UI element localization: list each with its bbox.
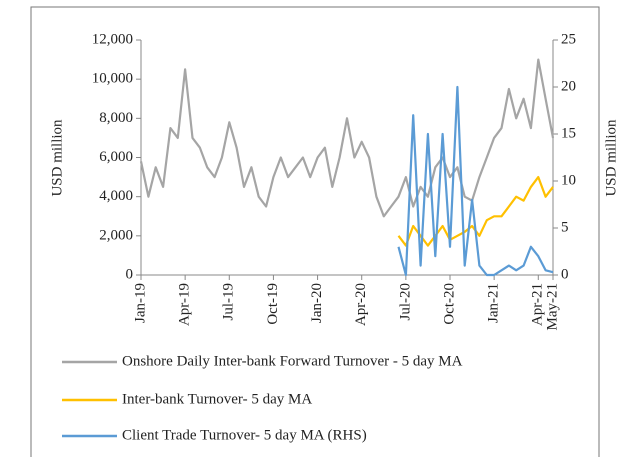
legend-label: Client Trade Turnover- 5 day MA (RHS): [122, 427, 367, 443]
y-axis-label: USD million: [49, 119, 65, 197]
x-tick-label: Oct-19: [265, 283, 281, 325]
y2-tick-label: 10: [561, 172, 576, 188]
y2-tick-label: 0: [561, 266, 569, 282]
y-tick-label: 8,000: [99, 110, 133, 126]
y2-tick-label: 25: [561, 31, 576, 47]
legend-label: Inter-bank Turnover- 5 day MA: [122, 391, 312, 407]
x-tick-label: Jan-19: [132, 283, 148, 323]
x-tick-label: Apr-19: [177, 283, 193, 326]
y2-tick-label: 5: [561, 219, 569, 235]
x-tick-label: May-21: [544, 283, 560, 331]
x-tick-label: Apr-20: [353, 283, 369, 326]
x-tick-label: Jul-20: [397, 283, 413, 321]
y-tick-label: 6,000: [99, 149, 133, 165]
legend-label: Onshore Daily Inter-bank Forward Turnove…: [122, 353, 463, 369]
series-line: [397, 85, 554, 277]
y-tick-label: 0: [126, 266, 134, 282]
x-tick-label: Apr-21: [530, 283, 546, 326]
y-tick-label: 12,000: [92, 31, 133, 47]
y-tick-label: 10,000: [92, 71, 133, 87]
x-tick-label: Jan-21: [486, 283, 502, 323]
series-line: [139, 58, 555, 218]
y2-axis-label: USD million: [603, 119, 619, 197]
y-tick-label: 4,000: [99, 188, 133, 204]
x-tick-label: Jan-20: [309, 283, 325, 323]
y-tick-label: 2,000: [99, 227, 133, 243]
x-tick-label: Oct-20: [441, 283, 457, 325]
y2-tick-label: 20: [561, 78, 576, 94]
y2-tick-label: 15: [561, 125, 576, 141]
x-tick-label: Jul-19: [221, 283, 237, 321]
frame: [30, 6, 600, 457]
